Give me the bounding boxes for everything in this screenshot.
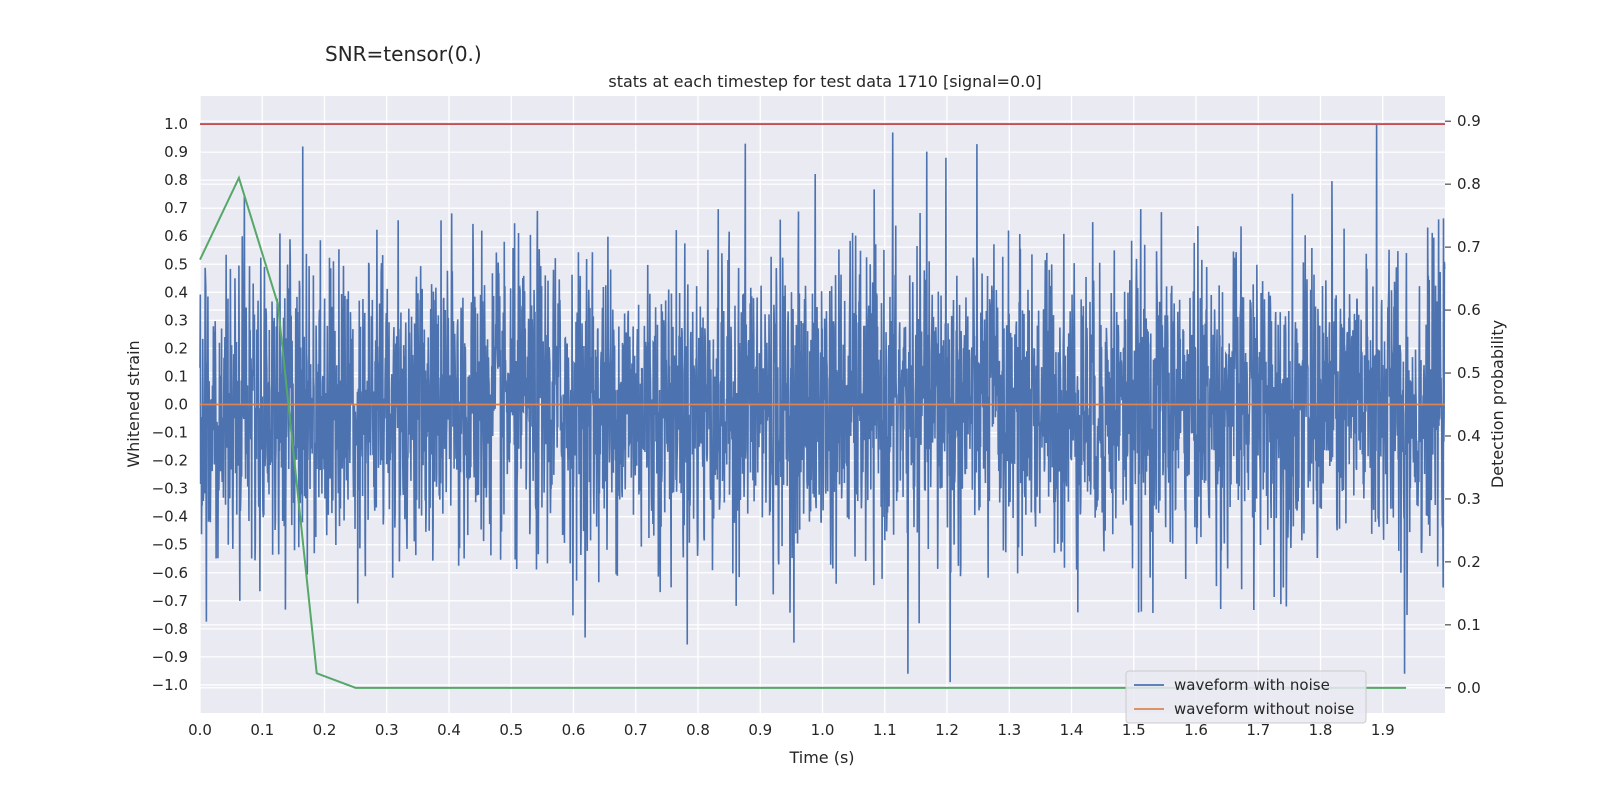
y-tick-label: 1.0 [164,115,188,133]
y-tick-label: −0.6 [152,564,188,582]
y-axis-label: Whitened strain [124,340,143,467]
x-tick-label: 1.6 [1184,721,1208,739]
y-tick-label: −0.3 [152,480,188,498]
x-tick-label: 1.8 [1309,721,1333,739]
x-tick-label: 0.6 [562,721,586,739]
y2-tick-label: 0.2 [1457,553,1481,571]
y-tick-label: 0.9 [164,143,188,161]
y-tick-label: −0.1 [152,424,188,442]
x-tick-label: 1.2 [935,721,959,739]
x-tick-label: 0.2 [313,721,337,739]
y2-tick-label: 0.0 [1457,679,1481,697]
legend: waveform with noise waveform without noi… [1125,670,1367,724]
y-tick-label: −0.8 [152,620,188,638]
y-tick-label: −0.2 [152,452,188,470]
y-tick-label: 0.3 [164,311,188,329]
y2-tick-label: 0.7 [1457,238,1481,256]
y-tick-label: −0.7 [152,592,188,610]
legend-box [1125,670,1367,724]
x-tick-label: 1.9 [1371,721,1395,739]
y-tick-label: −0.9 [152,648,188,666]
x-tick-label: 0.5 [499,721,523,739]
y-tick-label: 0.7 [164,199,188,217]
series-detection-probability [199,175,1407,689]
x-axis-label: Time (s) [788,748,854,767]
y-tick-label: 0.0 [164,396,188,414]
y2-tick-label: 0.5 [1457,364,1481,382]
x-tick-label: 1.3 [997,721,1021,739]
y2-tick-label: 0.4 [1457,427,1481,445]
y2-tick-label: 0.8 [1457,175,1481,193]
figure-suptitle: SNR=tensor(0.) [325,42,482,66]
x-tick-label: 1.0 [811,721,835,739]
y-tick-label: 0.1 [164,367,188,385]
x-tick-label: 1.1 [873,721,897,739]
y-tick-label: −0.4 [152,508,188,526]
y-tick-label: 0.4 [164,283,188,301]
y2-tick-label: 0.3 [1457,490,1481,508]
y-tick-label: −1.0 [152,676,188,694]
series-waveform-with-noise [199,124,1446,683]
x-tick-label: 1.5 [1122,721,1146,739]
y-tick-label: 0.8 [164,171,188,189]
legend-label-clean: waveform without noise [1174,700,1354,718]
series-group [199,123,1446,689]
x-tick-label: 0.0 [188,721,212,739]
legend-label-noise: waveform with noise [1174,676,1330,694]
y2-axis-label: Detection probability [1488,320,1507,488]
y2-tick-label: 0.6 [1457,301,1481,319]
x-tick-label: 1.4 [1060,721,1084,739]
x-tick-label: 0.3 [375,721,399,739]
x-tick-label: 0.4 [437,721,461,739]
y2-tick-label: 0.9 [1457,112,1481,130]
y-tick-label: 0.6 [164,227,188,245]
y-tick-label: −0.5 [152,536,188,554]
y2-tick-label: 0.1 [1457,616,1481,634]
x-tick-label: 0.7 [624,721,648,739]
x-tick-label: 0.9 [748,721,772,739]
x-tick-label: 0.1 [250,721,274,739]
x-tick-label: 1.7 [1246,721,1270,739]
chart-title: stats at each timestep for test data 171… [608,72,1042,91]
tick-labels: 0.0 0.1 0.2 0.3 0.4 0.5 0.6 0.7 0.8 0.9 1.0 1.1 1.2 1… [152,112,1481,739]
y-tick-label: 0.5 [164,255,188,273]
x-tick-label: 0.8 [686,721,710,739]
y-tick-label: 0.2 [164,339,188,357]
